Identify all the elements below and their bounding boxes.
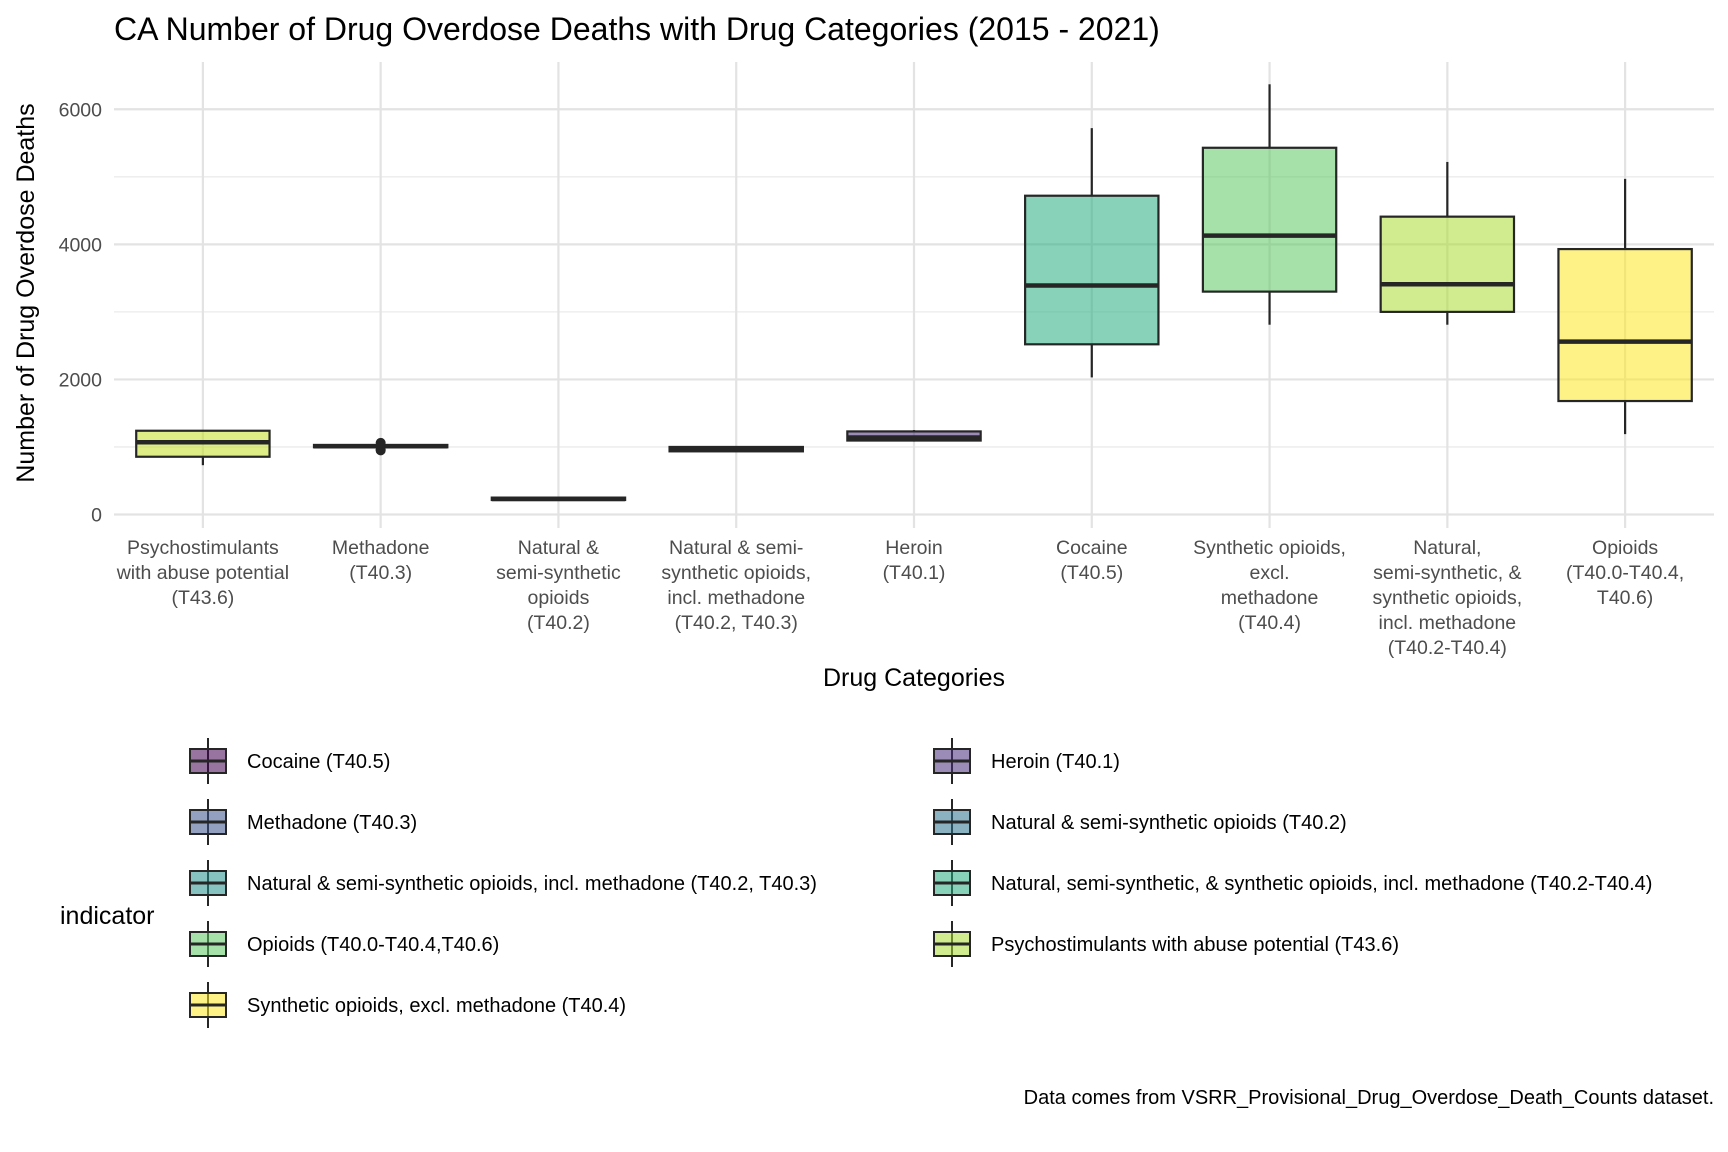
- box-group: [1379, 161, 1516, 325]
- legend-label: Heroin (T40.1): [991, 751, 1120, 773]
- legend-label: Natural & semi-synthetic opioids (T40.2): [991, 812, 1347, 834]
- x-tick-label: Natural & semi-synthetic opioids (T40.2): [496, 537, 621, 634]
- y-axis-title: Number of Drug Overdose Deaths: [12, 103, 40, 482]
- box-group: [312, 437, 449, 456]
- outlier-point: [375, 437, 386, 448]
- box-group: [1557, 178, 1693, 435]
- legend-label: Natural, semi-synthetic, & synthetic opi…: [991, 873, 1652, 895]
- x-tick-label: Cocaine (T40.5): [1056, 537, 1128, 584]
- legend-label: Synthetic opioids, excl. methadone (T40.…: [247, 995, 626, 1017]
- y-tick-label: 2000: [59, 369, 103, 391]
- x-tick-label: Psychostimulants with abuse potential (T43…: [116, 537, 289, 609]
- box: [1024, 194, 1160, 346]
- legend-item: Natural & semi-synthetic opioids (T40.2): [933, 799, 1347, 845]
- chart-title: CA Number of Drug Overdose Deaths with D…: [114, 11, 1160, 47]
- y-tick-label: 6000: [59, 99, 103, 121]
- box-group: [1201, 84, 1338, 325]
- y-tick-label: 4000: [59, 234, 103, 256]
- legend-item: Natural & semi-synthetic opioids, incl. …: [189, 860, 817, 906]
- legend-item: Cocaine (T40.5): [189, 738, 390, 784]
- x-tick-label: Methadone (T40.3): [332, 537, 430, 584]
- legend-item: Opioids (T40.0-T40.4,T40.6): [189, 921, 499, 967]
- chart-caption: Data comes from VSRR_Provisional_Drug_Ov…: [1024, 1087, 1714, 1109]
- legend-item: Heroin (T40.1): [933, 738, 1120, 784]
- x-axis-title: Drug Categories: [823, 664, 1005, 692]
- box: [1557, 247, 1693, 403]
- box: [1201, 146, 1338, 293]
- legend: indicator Cocaine (T40.5) Heroin (T40.1) M…: [60, 738, 1652, 1028]
- box-group: [668, 445, 804, 453]
- x-tick-label: Synthetic opioids, excl. methadone (T40.4): [1193, 537, 1346, 634]
- box-group: [1024, 128, 1160, 378]
- legend-label: Natural & semi-synthetic opioids, incl. …: [247, 873, 817, 895]
- y-tick-label: 0: [91, 504, 102, 526]
- x-tick-label: Opioids (T40.0-T40.4, T40.6): [1566, 537, 1684, 609]
- box: [1379, 215, 1516, 313]
- x-tick-label: Heroin (T40.1): [883, 537, 946, 584]
- legend-label: Opioids (T40.0-T40.4,T40.6): [247, 934, 499, 956]
- legend-item: Synthetic opioids, excl. methadone (T40.…: [189, 982, 626, 1028]
- x-tick-label: Natural, semi-synthetic, & synthetic opioi…: [1373, 537, 1523, 659]
- legend-title: indicator: [60, 902, 155, 930]
- box-group: [135, 429, 271, 466]
- x-axis-ticks: Psychostimulants with abuse potential (T43…: [116, 537, 1684, 659]
- box-group: [846, 430, 982, 442]
- legend-item: Natural, semi-synthetic, & synthetic opi…: [933, 860, 1652, 906]
- legend-label: Methadone (T40.3): [247, 812, 417, 834]
- y-axis-ticks: 0 2000 4000 6000: [59, 99, 103, 526]
- legend-item: Methadone (T40.3): [189, 799, 417, 845]
- x-tick-label: Natural & semi-synthetic opioids, incl. m…: [661, 537, 811, 634]
- legend-label: Psychostimulants with abuse potential (T…: [991, 934, 1399, 956]
- legend-item: Psychostimulants with abuse potential (T…: [933, 921, 1399, 967]
- box-group: [490, 496, 627, 502]
- boxes: [135, 84, 1693, 502]
- legend-label: Cocaine (T40.5): [247, 751, 390, 773]
